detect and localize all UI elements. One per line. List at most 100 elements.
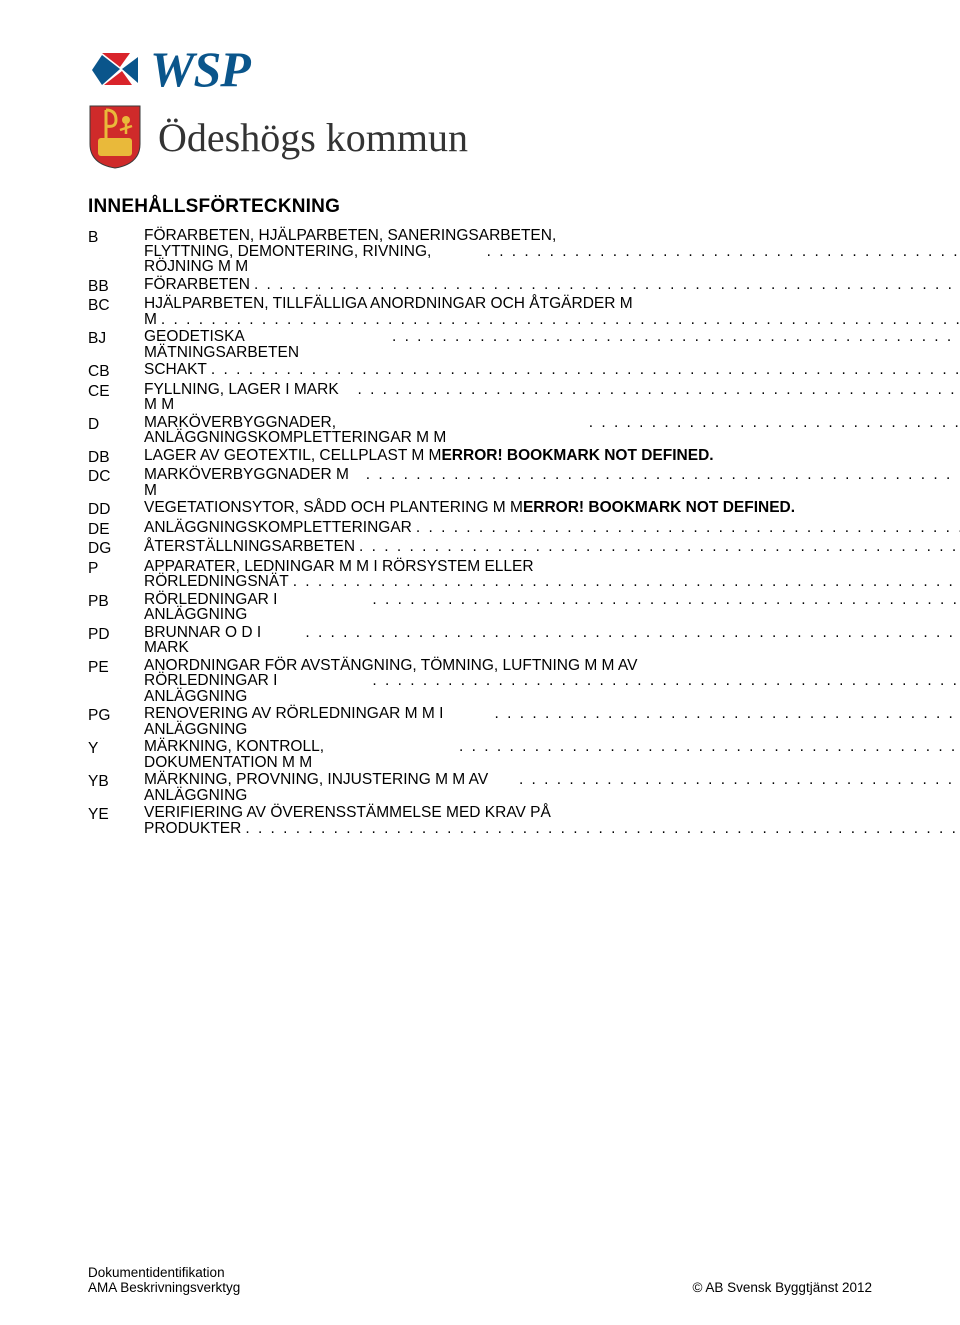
toc-row: CEFYLLNING, LAGER I MARK M M. . . . . . … (88, 382, 872, 413)
toc-line: RÖRLEDNINGSNÄT. . . . . . . . . . . . . … (144, 574, 960, 590)
toc-leader: . . . . . . . . . . . . . . . . . . . . … (589, 415, 960, 431)
toc-row: BJGEODETISKA MÄTNINGSARBETEN. . . . . . … (88, 329, 872, 360)
toc-row: DDVEGETATIONSYTOR, SÅDD OCH PLANTERING M… (88, 500, 872, 518)
toc-row: PBRÖRLEDNINGAR I ANLÄGGNING. . . . . . .… (88, 592, 872, 623)
toc-line: RENOVERING AV RÖRLEDNINGAR M M I ANLÄGGN… (144, 706, 960, 737)
toc-body: MÄRKNING, KONTROLL, DOKUMENTATION M M. .… (144, 739, 960, 770)
toc-leader: . . . . . . . . . . . . . . . . . . . . … (293, 574, 960, 590)
toc-row: YMÄRKNING, KONTROLL, DOKUMENTATION M M. … (88, 739, 872, 770)
toc-code: P (88, 559, 144, 577)
footer-doc-id: Dokumentidentifikation (88, 1265, 240, 1280)
toc-line: ANLÄGGNINGSKOMPLETTERINGAR. . . . . . . … (144, 520, 960, 536)
header-logos: WSP Ödeshögs kommun (88, 40, 872, 170)
toc-line: GEODETISKA MÄTNINGSARBETEN. . . . . . . … (144, 329, 960, 360)
toc-title: FÖRARBETEN (144, 277, 250, 293)
toc-title: M (144, 312, 157, 328)
toc-error-suffix: ERROR! BOOKMARK NOT DEFINED. (523, 500, 795, 516)
toc-row: DGÅTERSTÄLLNINGSARBETEN. . . . . . . . .… (88, 539, 872, 557)
toc-line: RÖRLEDNINGAR I ANLÄGGNING. . . . . . . .… (144, 592, 960, 623)
toc-title: MÄRKNING, KONTROLL, DOKUMENTATION M M (144, 739, 455, 770)
toc-line: HJÄLPARBETEN, TILLFÄLLIGA ANORDNINGAR OC… (144, 296, 960, 312)
toc-row: PGRENOVERING AV RÖRLEDNINGAR M M I ANLÄG… (88, 706, 872, 737)
wsp-logo-text: WSP (150, 40, 250, 98)
toc-title: ANORDNINGAR FÖR AVSTÄNGNING, TÖMNING, LU… (144, 658, 637, 674)
table-of-contents: BFÖRARBETEN, HJÄLPARBETEN, SANERINGSARBE… (88, 228, 872, 836)
toc-code: CE (88, 382, 144, 400)
toc-title: BRUNNAR O D I MARK (144, 625, 301, 656)
toc-line: SCHAKT. . . . . . . . . . . . . . . . . … (144, 362, 960, 378)
toc-leader: . . . . . . . . . . . . . . . . . . . . … (487, 244, 960, 260)
toc-body: BRUNNAR O D I MARK. . . . . . . . . . . … (144, 625, 960, 656)
toc-row: DCMARKÖVERBYGGNADER M M. . . . . . . . .… (88, 467, 872, 498)
toc-leader: . . . . . . . . . . . . . . . . . . . . … (211, 362, 960, 378)
toc-body: GEODETISKA MÄTNINGSARBETEN. . . . . . . … (144, 329, 960, 360)
toc-title: RÖRLEDNINGSNÄT (144, 574, 289, 590)
toc-title: RENOVERING AV RÖRLEDNINGAR M M I ANLÄGGN… (144, 706, 491, 737)
toc-title: APPARATER, LEDNINGAR M M I RÖRSYSTEM ELL… (144, 559, 534, 575)
toc-body: HJÄLPARBETEN, TILLFÄLLIGA ANORDNINGAR OC… (144, 296, 960, 327)
page-footer: Dokumentidentifikation AMA Beskrivningsv… (88, 1265, 872, 1295)
kommun-logo-text: Ödeshögs kommun (158, 114, 468, 161)
toc-row: YBMÄRKNING, PROVNING, INJUSTERING M M AV… (88, 772, 872, 803)
toc-leader: . . . . . . . . . . . . . . . . . . . . … (254, 277, 960, 293)
toc-row: DMARKÖVERBYGGNADER, ANLÄGGNINGSKOMPLETTE… (88, 415, 872, 446)
wsp-logo: WSP (88, 40, 872, 98)
toc-line: PRODUKTER. . . . . . . . . . . . . . . .… (144, 821, 960, 837)
toc-row: YEVERIFIERING AV ÖVERENSSTÄMMELSE MED KR… (88, 805, 872, 836)
toc-body: VERIFIERING AV ÖVERENSSTÄMMELSE MED KRAV… (144, 805, 960, 836)
toc-body: VEGETATIONSYTOR, SÅDD OCH PLANTERING M M… (144, 500, 872, 516)
toc-body: FÖRARBETEN. . . . . . . . . . . . . . . … (144, 277, 960, 293)
toc-code: DG (88, 539, 144, 557)
kommun-shield-icon (88, 104, 142, 170)
toc-leader: . . . . . . . . . . . . . . . . . . . . … (495, 706, 960, 722)
toc-line: MARKÖVERBYGGNADER M M. . . . . . . . . .… (144, 467, 960, 498)
toc-leader: . . . . . . . . . . . . . . . . . . . . … (416, 520, 960, 536)
toc-title: MARKÖVERBYGGNADER M M (144, 467, 362, 498)
toc-line: APPARATER, LEDNINGAR M M I RÖRSYSTEM ELL… (144, 559, 960, 575)
toc-title: RÖRLEDNINGAR I ANLÄGGNING (144, 592, 368, 623)
toc-title: VERIFIERING AV ÖVERENSSTÄMMELSE MED KRAV… (144, 805, 551, 821)
toc-row: PAPPARATER, LEDNINGAR M M I RÖRSYSTEM EL… (88, 559, 872, 590)
toc-line: FÖRARBETEN, HJÄLPARBETEN, SANERINGSARBET… (144, 228, 960, 244)
toc-body: MÄRKNING, PROVNING, INJUSTERING M M AV A… (144, 772, 960, 803)
toc-code: BJ (88, 329, 144, 347)
toc-leader: . . . . . . . . . . . . . . . . . . . . … (359, 539, 960, 555)
toc-row: BFÖRARBETEN, HJÄLPARBETEN, SANERINGSARBE… (88, 228, 872, 275)
toc-code: DD (88, 500, 144, 518)
kommun-logo: Ödeshögs kommun (88, 104, 872, 170)
toc-title: PRODUKTER (144, 821, 241, 837)
toc-title: HJÄLPARBETEN, TILLFÄLLIGA ANORDNINGAR OC… (144, 296, 633, 312)
toc-title: LAGER AV GEOTEXTIL, CELLPLAST M M (144, 448, 441, 464)
toc-code: B (88, 228, 144, 246)
toc-leader: . . . . . . . . . . . . . . . . . . . . … (372, 673, 960, 689)
toc-line: FYLLNING, LAGER I MARK M M. . . . . . . … (144, 382, 960, 413)
wsp-mark-icon (88, 45, 144, 93)
toc-title: FÖRARBETEN, HJÄLPARBETEN, SANERINGSARBET… (144, 228, 556, 244)
toc-leader: . . . . . . . . . . . . . . . . . . . . … (357, 382, 960, 398)
toc-line: ÅTERSTÄLLNINGSARBETEN. . . . . . . . . .… (144, 539, 960, 555)
toc-title: ANLÄGGNINGSKOMPLETTERINGAR (144, 520, 412, 536)
toc-code: CB (88, 362, 144, 380)
toc-leader: . . . . . . . . . . . . . . . . . . . . … (161, 312, 960, 328)
toc-body: ANORDNINGAR FÖR AVSTÄNGNING, TÖMNING, LU… (144, 658, 960, 705)
toc-code: BB (88, 277, 144, 295)
footer-left: Dokumentidentifikation AMA Beskrivningsv… (88, 1265, 240, 1295)
toc-leader: . . . . . . . . . . . . . . . . . . . . … (366, 467, 960, 483)
toc-body: ÅTERSTÄLLNINGSARBETEN. . . . . . . . . .… (144, 539, 960, 555)
toc-body: LAGER AV GEOTEXTIL, CELLPLAST M MERROR! … (144, 448, 872, 464)
toc-line: VEGETATIONSYTOR, SÅDD OCH PLANTERING M M… (144, 500, 872, 516)
toc-leader: . . . . . . . . . . . . . . . . . . . . … (519, 772, 960, 788)
toc-title: FLYTTNING, DEMONTERING, RIVNING, RÖJNING… (144, 244, 483, 275)
toc-code: PB (88, 592, 144, 610)
toc-code: PD (88, 625, 144, 643)
toc-code: PE (88, 658, 144, 676)
toc-line: ANORDNINGAR FÖR AVSTÄNGNING, TÖMNING, LU… (144, 658, 960, 674)
toc-line: MÄRKNING, KONTROLL, DOKUMENTATION M M. .… (144, 739, 960, 770)
toc-leader: . . . . . . . . . . . . . . . . . . . . … (305, 625, 960, 641)
toc-row: DEANLÄGGNINGSKOMPLETTERINGAR. . . . . . … (88, 520, 872, 538)
toc-line: FÖRARBETEN. . . . . . . . . . . . . . . … (144, 277, 960, 293)
toc-body: MARKÖVERBYGGNADER M M. . . . . . . . . .… (144, 467, 960, 498)
toc-code: YB (88, 772, 144, 790)
toc-body: FYLLNING, LAGER I MARK M M. . . . . . . … (144, 382, 960, 413)
toc-code: Y (88, 739, 144, 757)
